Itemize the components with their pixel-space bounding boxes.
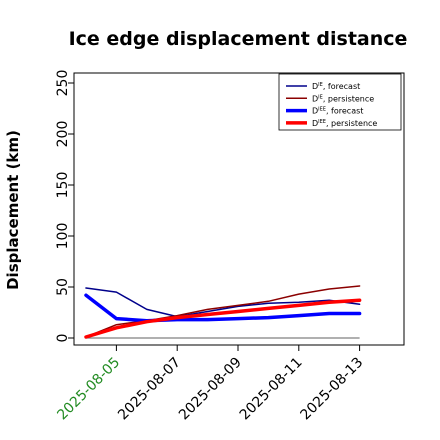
legend-label: DIEE, persistence (312, 119, 377, 128)
series-line-3 (84, 298, 362, 339)
legend-label: DIE, forecast (312, 82, 360, 91)
y-tick-label: 150 (55, 172, 71, 199)
y-tick-label: 100 (55, 223, 71, 250)
series-line-0 (85, 287, 361, 318)
x-tick-label: 2025-08-09 (176, 355, 245, 424)
series-line-1 (85, 285, 361, 338)
legend-label: DIEE, forecast (312, 107, 363, 116)
x-tick-label: 2025-08-11 (237, 355, 306, 424)
x-tick-label: 2025-08-05 (54, 355, 123, 424)
plot-frame (73, 72, 405, 346)
y-tick-label: 250 (55, 70, 71, 97)
y-tick-label: 50 (55, 278, 71, 296)
y-tick-label: 200 (55, 121, 71, 148)
y-tick-label: 0 (55, 334, 71, 343)
legend-label: DIE, persistence (312, 94, 374, 103)
series-line-2 (84, 293, 362, 323)
legend: DIE, forecast DIE, persistence DIEE, forec… (278, 73, 402, 131)
legend-box (278, 73, 402, 131)
chart-title: Ice edge displacement distance (69, 28, 408, 50)
x-tick-label: 2025-08-07 (115, 355, 184, 424)
y-axis-label: Displacement (km) (4, 130, 22, 290)
x-tick-label: 2025-08-13 (298, 355, 367, 424)
